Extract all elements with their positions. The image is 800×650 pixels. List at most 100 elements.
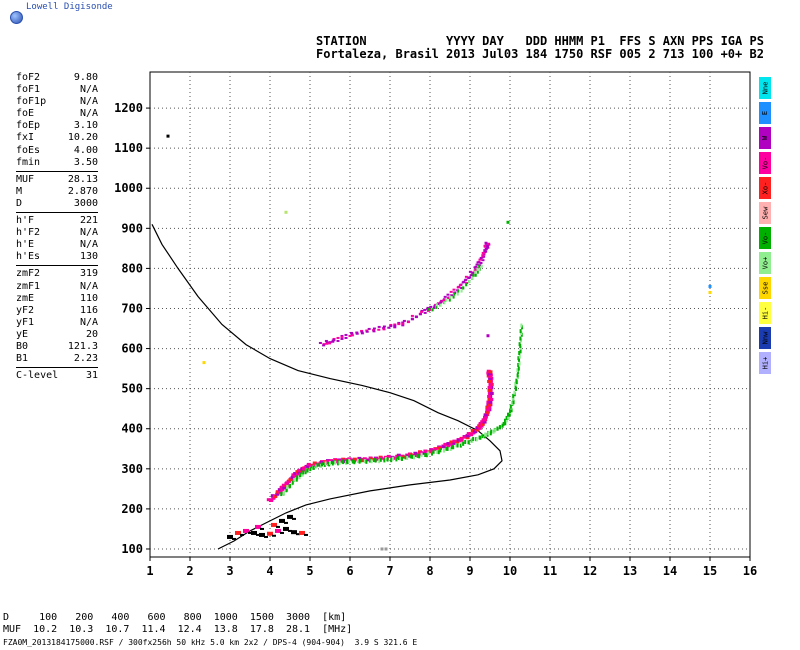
x-trace-point — [464, 439, 467, 444]
param-label: h'F2 — [16, 227, 41, 239]
param-value: 2.870 — [67, 185, 98, 197]
o-trace-point — [475, 426, 480, 430]
x-trace-point — [507, 415, 510, 420]
upper-trace-point — [461, 281, 465, 284]
upper-green-point — [476, 270, 479, 274]
x-trace-point — [449, 447, 452, 452]
o-trace-point — [488, 400, 493, 404]
upper-green-point — [431, 308, 434, 312]
e-layer-echo-point — [283, 526, 289, 531]
o-trace-point — [430, 449, 434, 453]
o-trace-point — [470, 429, 475, 433]
x-trace-point — [286, 485, 289, 490]
upper-trace-point — [478, 258, 482, 261]
o-trace-point — [486, 408, 491, 412]
param-row: B1 2.23 — [16, 353, 98, 365]
o-trace-point — [481, 418, 486, 422]
upper-trace-point — [483, 244, 487, 247]
e-layer-echo-point — [240, 533, 244, 536]
upper-trace-point — [423, 308, 427, 311]
digisonde-logo: Lowell Digisonde — [6, 2, 186, 24]
logo-text: Lowell Digisonde — [26, 2, 113, 12]
x-trace-point — [285, 487, 288, 492]
o-trace-point — [488, 372, 493, 376]
upper-trace-point — [318, 341, 322, 344]
upper-trace-point — [483, 245, 487, 248]
param-value: 20 — [85, 328, 98, 340]
o-trace-point — [487, 403, 492, 407]
scatter-point — [284, 210, 288, 214]
scatter-point — [708, 284, 712, 288]
e-layer-echo-point — [276, 525, 280, 528]
x-tick-label: 2 — [186, 564, 193, 578]
param-row: foF1 N/A — [16, 84, 98, 96]
o-trace-point — [369, 457, 374, 461]
legend-label: Hi+ — [761, 356, 769, 370]
o-trace-point — [465, 436, 470, 440]
upper-green-point — [427, 307, 430, 311]
param-row: yE 20 — [16, 329, 98, 341]
x-trace-point — [507, 412, 509, 417]
upper-green-point — [452, 295, 455, 299]
param-row: h'Es 130 — [16, 251, 98, 263]
x-trace-point — [420, 452, 423, 457]
o-trace-point — [275, 490, 280, 494]
x-tick-label: 3 — [226, 564, 233, 578]
o-trace-point — [465, 434, 470, 438]
o-trace-point — [478, 422, 483, 426]
o-trace-point — [446, 442, 451, 446]
upper-green-point — [474, 270, 477, 274]
upper-green-point — [462, 286, 465, 290]
x-trace-point — [304, 470, 307, 475]
x-trace-point — [502, 421, 505, 426]
x-trace-point — [312, 465, 315, 470]
x-trace-point — [490, 429, 493, 434]
upper-green-point — [457, 289, 460, 293]
x-trace-point — [295, 477, 298, 482]
e-layer-echo-point — [299, 530, 305, 535]
o-trace-point — [488, 376, 493, 380]
legend-label: E — [761, 110, 769, 116]
x-trace-point — [505, 415, 508, 420]
upper-trace-point — [463, 279, 467, 282]
param-value: N/A — [79, 227, 98, 239]
legend-label: Sew — [761, 206, 769, 220]
param-row: h'F 221 — [16, 215, 98, 227]
upper-trace-point — [350, 334, 354, 337]
o-trace-point — [357, 456, 362, 460]
upper-trace-point — [473, 266, 477, 269]
o-trace-point — [489, 391, 494, 395]
y-tick-label: 200 — [121, 502, 143, 516]
o-trace-point — [483, 413, 488, 417]
o-trace-point — [329, 459, 333, 463]
x-trace-point — [357, 458, 359, 463]
o-trace-point — [483, 415, 487, 419]
param-label: foF2 — [16, 72, 41, 83]
upper-trace-point — [355, 331, 359, 334]
x-trace-point — [499, 425, 502, 430]
upper-trace-point — [450, 294, 454, 297]
o-trace-point — [488, 370, 493, 374]
x-trace-point — [516, 373, 519, 378]
x-trace-point — [475, 437, 478, 442]
o-trace-point — [480, 420, 485, 424]
x-trace-point — [280, 492, 283, 497]
x-trace-point — [298, 475, 301, 480]
upper-trace-point — [348, 334, 352, 337]
x-trace-point — [338, 460, 341, 465]
upper-trace-point — [365, 329, 369, 332]
x-trace-point — [461, 441, 463, 446]
param-value: 9.80 — [73, 72, 98, 83]
x-trace-point — [424, 452, 427, 457]
param-row: zmF1 N/A — [16, 281, 98, 293]
x-trace-point — [369, 458, 371, 463]
x-trace-point — [306, 468, 309, 473]
upper-trace-point — [350, 333, 354, 336]
legend-swatch: Vo- — [759, 152, 771, 174]
upper-green-point — [445, 298, 448, 302]
x-tick-label: 16 — [743, 564, 757, 578]
param-label: yF1 — [16, 316, 35, 328]
x-tick-label: 7 — [386, 564, 393, 578]
x-trace-point — [309, 467, 312, 472]
